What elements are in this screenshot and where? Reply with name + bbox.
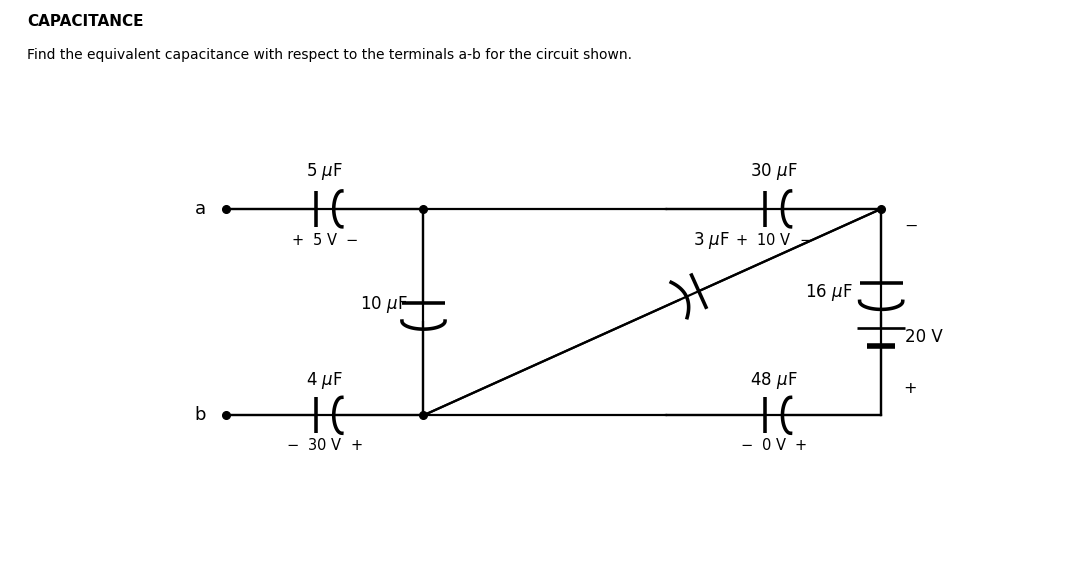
- Text: $-$  0 V  +: $-$ 0 V +: [740, 437, 807, 453]
- Text: +  10 V  $-$: + 10 V $-$: [735, 232, 812, 248]
- Text: $-$: $-$: [904, 218, 917, 232]
- Text: a: a: [195, 200, 206, 218]
- Text: 30 $\mu$F: 30 $\mu$F: [750, 161, 797, 182]
- Text: $-$  30 V  +: $-$ 30 V +: [286, 437, 363, 453]
- Text: 48 $\mu$F: 48 $\mu$F: [750, 370, 797, 391]
- Text: b: b: [194, 406, 206, 424]
- Text: +  5 V  $-$: + 5 V $-$: [291, 232, 359, 248]
- Text: 20 V: 20 V: [905, 328, 942, 346]
- Text: 16 $\mu$F: 16 $\mu$F: [805, 282, 852, 303]
- Text: 10 $\mu$F: 10 $\mu$F: [360, 295, 407, 315]
- Text: +: +: [904, 381, 917, 396]
- Text: 4 $\mu$F: 4 $\mu$F: [307, 370, 343, 391]
- Text: CAPACITANCE: CAPACITANCE: [27, 14, 144, 29]
- Text: 3 $\mu$F: 3 $\mu$F: [693, 230, 730, 251]
- Text: 5 $\mu$F: 5 $\mu$F: [307, 161, 343, 182]
- Text: Find the equivalent capacitance with respect to the terminals a-b for the circui: Find the equivalent capacitance with res…: [27, 48, 632, 62]
